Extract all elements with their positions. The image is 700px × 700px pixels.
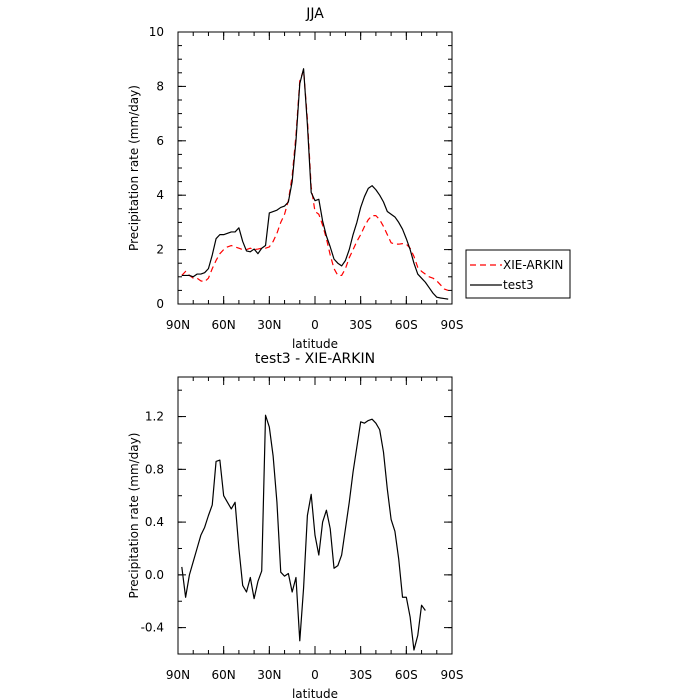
y-tick-label: 0.0	[145, 568, 164, 582]
y-tick-label: 0	[156, 297, 164, 311]
x-tick-label: 30S	[349, 318, 372, 332]
x-tick-label: 90N	[166, 318, 190, 332]
x-tick-label: 90N	[166, 668, 190, 682]
x-tick-label: 60S	[395, 668, 418, 682]
x-tick-label: 30N	[257, 668, 281, 682]
y-tick-label: 2	[156, 243, 164, 257]
chart-title: JJA	[305, 6, 324, 22]
x-tick-label: 90S	[441, 318, 464, 332]
series-line-test3	[181, 68, 449, 300]
x-axis-label: latitude	[292, 687, 338, 700]
x-tick-label: 60S	[395, 318, 418, 332]
x-tick-label: 60N	[212, 318, 236, 332]
y-tick-label: 0.4	[145, 515, 164, 529]
x-tick-label: 0	[311, 318, 319, 332]
x-tick-label: 30N	[257, 318, 281, 332]
x-axis-label: latitude	[292, 337, 338, 351]
legend-box	[465, 249, 571, 299]
y-tick-label: 1.2	[145, 410, 164, 424]
y-axis-label: Precipitation rate (mm/day)	[127, 85, 141, 251]
y-tick-label: -0.4	[141, 621, 164, 635]
difference-line	[181, 414, 426, 651]
chart-title: test3 - XIE-ARKIN	[255, 351, 375, 367]
x-tick-label: 0	[311, 668, 319, 682]
jja-panel: JJA latitude Precipitation rate (mm/day) 90…	[127, 6, 463, 351]
legend-label: XIE-ARKIN	[503, 258, 563, 272]
legend: XIE-ARKIN test3	[465, 249, 571, 299]
y-tick-label: 0.8	[145, 462, 164, 476]
y-tick-label: 10	[149, 25, 164, 39]
y-tick-label: 8	[156, 79, 164, 93]
x-tick-label: 30S	[349, 668, 372, 682]
y-axis-label: Precipitation rate (mm/day)	[127, 433, 141, 599]
y-tick-label: 6	[156, 134, 164, 148]
x-tick-label: 90S	[441, 668, 464, 682]
y-tick-label: 4	[156, 188, 164, 202]
legend-label: test3	[503, 278, 534, 292]
x-tick-label: 60N	[212, 668, 236, 682]
difference-panel: test3 - XIE-ARKIN latitude Precipitation r…	[127, 351, 463, 700]
